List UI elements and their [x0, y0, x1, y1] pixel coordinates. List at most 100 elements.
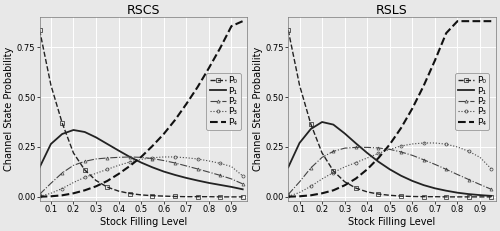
P₀ [184, 195, 190, 198]
P₃ [116, 164, 121, 167]
P₀ [420, 195, 426, 198]
P₀ [93, 179, 99, 182]
P₁ [116, 149, 121, 152]
P₀ [376, 193, 382, 195]
Title: RSCS: RSCS [126, 4, 160, 17]
P₄ [160, 133, 166, 135]
P₃ [387, 148, 393, 151]
P₁ [82, 131, 87, 133]
P₃ [308, 185, 314, 188]
P₃ [160, 155, 166, 158]
P₄ [82, 189, 87, 192]
P₀ [228, 195, 234, 198]
P₂ [127, 155, 133, 158]
P₄ [172, 119, 178, 122]
P₃ [36, 195, 43, 198]
P₃ [217, 162, 223, 165]
P₂ [420, 158, 426, 161]
P₄ [70, 192, 76, 195]
P₃ [70, 181, 76, 184]
P₄ [364, 168, 370, 171]
P₁ [330, 123, 336, 126]
P₁ [387, 168, 393, 171]
P₀ [342, 180, 347, 183]
P₀ [296, 84, 302, 86]
P₃ [454, 146, 460, 148]
P₄ [353, 177, 359, 180]
P₄ [454, 20, 460, 23]
P₁ [184, 176, 190, 179]
P₂ [376, 147, 382, 149]
P₁ [138, 161, 144, 164]
P₂ [488, 188, 494, 191]
P₂ [104, 157, 110, 159]
P₂ [308, 167, 314, 169]
P₄ [488, 20, 494, 23]
P₄ [206, 67, 212, 70]
P₄ [342, 184, 347, 187]
P₂ [59, 172, 65, 174]
P₄ [127, 164, 133, 167]
P₁ [488, 195, 494, 197]
P₂ [296, 181, 302, 183]
P₄ [376, 157, 382, 159]
P₁ [420, 184, 426, 186]
X-axis label: Stock Filling Level: Stock Filling Level [348, 217, 436, 227]
P₃ [432, 142, 438, 144]
P₃ [206, 160, 212, 162]
P₃ [376, 152, 382, 155]
P₃ [48, 192, 54, 195]
Line: P₃: P₃ [38, 155, 244, 198]
P₂ [432, 163, 438, 166]
P₄ [104, 179, 110, 182]
P₃ [342, 166, 347, 168]
P₄ [477, 20, 483, 23]
P₃ [443, 143, 449, 146]
P₃ [184, 156, 190, 159]
P₃ [364, 157, 370, 159]
P₄ [93, 185, 99, 188]
P₄ [387, 143, 393, 146]
P₀ [387, 194, 393, 197]
P₂ [194, 167, 200, 170]
P₁ [364, 152, 370, 154]
P₃ [285, 195, 291, 198]
P₃ [228, 165, 234, 168]
P₃ [488, 167, 494, 170]
P₄ [36, 195, 43, 198]
P₀ [240, 195, 246, 198]
P₄ [59, 194, 65, 197]
P₀ [432, 195, 438, 198]
P₄ [184, 103, 190, 105]
P₄ [116, 173, 121, 175]
P₄ [443, 32, 449, 34]
X-axis label: Stock Filling Level: Stock Filling Level [100, 217, 187, 227]
P₂ [285, 193, 291, 196]
P₄ [330, 189, 336, 192]
P₂ [228, 178, 234, 180]
P₂ [70, 164, 76, 167]
P₀ [319, 152, 325, 154]
P₁ [443, 189, 449, 192]
P₂ [116, 156, 121, 159]
P₂ [138, 156, 144, 159]
P₁ [194, 179, 200, 182]
P₃ [466, 150, 472, 153]
P₀ [116, 190, 121, 192]
P₄ [138, 155, 144, 158]
P₁ [104, 143, 110, 145]
P₂ [319, 156, 325, 159]
P₀ [488, 195, 494, 198]
P₄ [240, 20, 246, 23]
P₂ [82, 160, 87, 163]
P₁ [59, 133, 65, 135]
P₁ [466, 193, 472, 195]
P₀ [308, 123, 314, 125]
P₁ [48, 143, 54, 145]
P₁ [319, 121, 325, 123]
P₃ [477, 156, 483, 159]
P₁ [410, 179, 416, 182]
P₀ [443, 195, 449, 198]
P₁ [477, 194, 483, 197]
P₀ [160, 195, 166, 198]
